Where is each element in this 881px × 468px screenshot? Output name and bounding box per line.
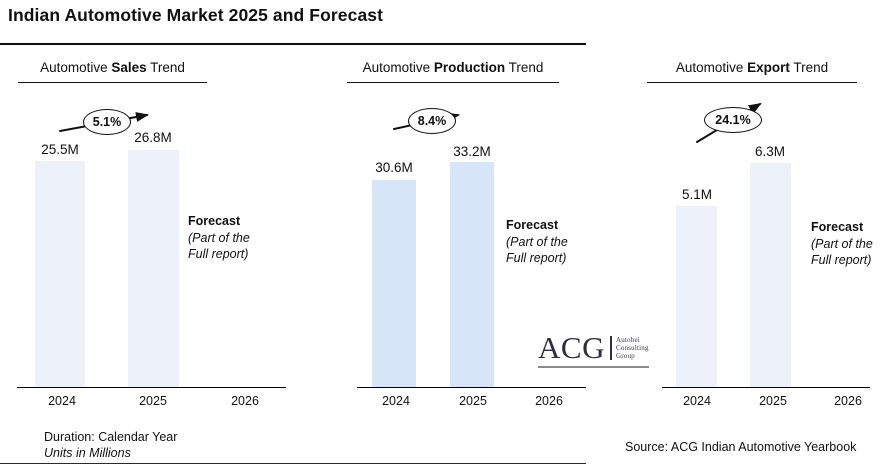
chart-panel-sales: Automotive Sales Trend 5.1% 25.5M 26.8M … <box>0 0 300 468</box>
acg-logo-acronym: ACG <box>538 330 605 365</box>
footer-units: Units in Millions <box>44 446 131 460</box>
growth-percent-badge: 5.1% <box>83 109 131 135</box>
growth-percent-badge: 8.4% <box>408 108 456 134</box>
acg-logo-name-line3: Group <box>615 352 635 360</box>
x-axis-line <box>357 387 586 388</box>
acg-logo: ACG Autobei Consulting Group <box>538 330 649 368</box>
bar-value-label-2024: 30.6M <box>375 160 413 175</box>
x-tick-2024: 2024 <box>683 394 711 408</box>
forecast-label: Forecast <box>506 218 559 232</box>
x-tick-2024: 2024 <box>48 394 76 408</box>
forecast-note-line1: (Part of the <box>188 230 250 245</box>
bar-2025 <box>450 162 494 387</box>
forecast-label: Forecast <box>188 214 241 228</box>
chart-title-sales: Automotive Sales Trend <box>18 60 207 83</box>
bar-2024 <box>676 206 717 387</box>
forecast-note: Forecast (Part of the Full report) <box>506 217 568 267</box>
chart-title-emphasis: Export <box>747 60 790 75</box>
bar-2025 <box>750 163 791 387</box>
bar-2024 <box>35 161 85 387</box>
forecast-label: Forecast <box>811 220 864 234</box>
chart-title-production: Automotive Production Trend <box>347 60 559 83</box>
bar-value-label-2024: 25.5M <box>41 142 79 157</box>
bar-value-label-2025: 26.8M <box>134 130 172 145</box>
chart-title-prefix: Automotive <box>675 60 744 75</box>
forecast-note-line2: Full report) <box>811 253 872 267</box>
bar-2024 <box>372 180 416 387</box>
chart-title-suffix: Trend <box>793 60 829 75</box>
forecast-note: Forecast (Part of the Full report) <box>188 213 250 263</box>
x-tick-2024: 2024 <box>382 394 410 408</box>
bottom-divider-line <box>0 463 586 464</box>
chart-title-export: Automotive Export Trend <box>647 60 857 83</box>
x-tick-2025: 2025 <box>459 394 487 408</box>
forecast-note-line2: Full report) <box>506 251 567 265</box>
footer-source: Source: ACG Indian Automotive Yearbook <box>625 440 857 454</box>
forecast-note: Forecast (Part of the Full report) <box>811 219 873 269</box>
x-tick-2026: 2026 <box>231 394 259 408</box>
chart-panel-export: Automotive Export Trend 24.1% 5.1M 6.3M … <box>600 0 881 468</box>
bar-value-label-2025: 6.3M <box>754 144 785 159</box>
forecast-note-line1: (Part of the <box>811 236 873 251</box>
x-axis-line <box>662 387 870 388</box>
chart-title-emphasis: Production <box>433 60 506 75</box>
chart-title-suffix: Trend <box>508 60 544 75</box>
forecast-note-line2: Full report) <box>188 247 249 261</box>
bar-value-label-2024: 5.1M <box>681 187 712 202</box>
acg-logo-name-line1: Autobei <box>615 336 640 344</box>
bar-value-label-2025: 33.2M <box>453 144 491 159</box>
title-divider-line <box>0 43 586 45</box>
x-tick-2026: 2026 <box>535 394 563 408</box>
acg-logo-divider <box>609 336 612 360</box>
x-tick-2025: 2025 <box>139 394 167 408</box>
footer-duration: Duration: Calendar Year <box>44 430 178 444</box>
forecast-note-line1: (Part of the <box>506 234 568 249</box>
acg-logo-name-line2: Consulting <box>615 344 649 352</box>
bar-2025 <box>128 150 179 387</box>
x-tick-2025: 2025 <box>759 394 787 408</box>
acg-logo-name: Autobei Consulting Group <box>616 336 649 360</box>
chart-title-prefix: Automotive <box>362 60 431 75</box>
page-title: Indian Automotive Market 2025 and Foreca… <box>8 5 384 25</box>
growth-percent-badge: 24.1% <box>704 107 762 133</box>
chart-title-prefix: Automotive <box>40 60 108 75</box>
chart-title-emphasis: Sales <box>111 60 147 75</box>
chart-panel-production: Automotive Production Trend 8.4% 30.6M 3… <box>300 0 600 468</box>
chart-title-suffix: Trend <box>150 60 185 75</box>
x-tick-2026: 2026 <box>834 394 862 408</box>
x-axis-line <box>17 387 286 388</box>
